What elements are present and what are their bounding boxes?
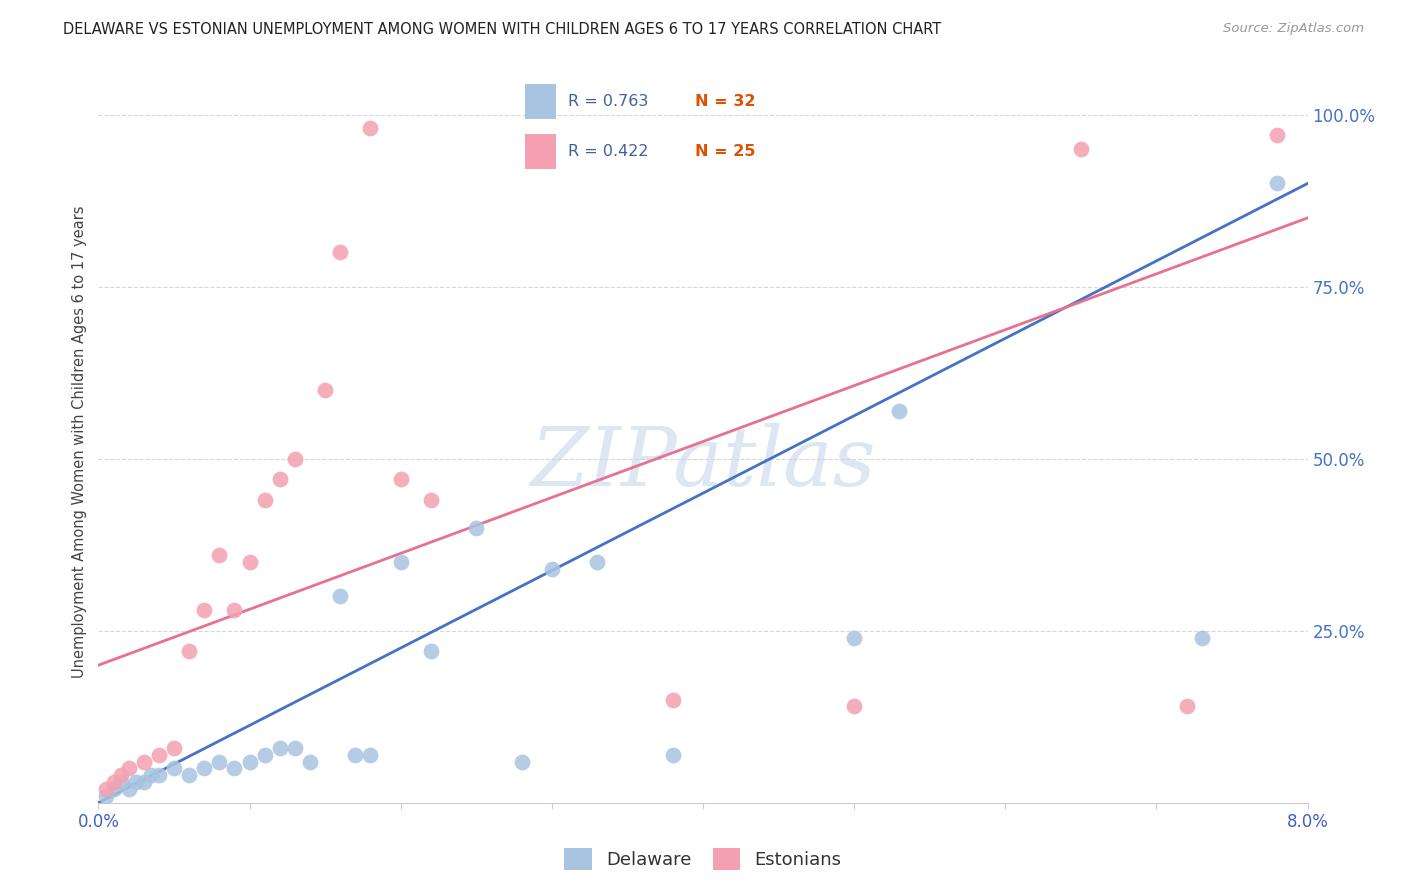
Point <box>540 562 562 576</box>
Point <box>179 768 201 782</box>
Point <box>163 761 186 775</box>
Point <box>193 761 215 775</box>
Point <box>269 472 291 486</box>
Point <box>465 520 488 534</box>
Point <box>118 782 141 797</box>
Point <box>420 644 443 658</box>
Legend: Delaware, Estonians: Delaware, Estonians <box>557 840 849 877</box>
Point <box>193 603 215 617</box>
Point <box>132 775 155 789</box>
Point <box>1175 699 1198 714</box>
FancyBboxPatch shape <box>526 134 555 169</box>
Point <box>239 555 262 569</box>
Point <box>284 740 307 755</box>
Point <box>299 755 322 769</box>
Point <box>148 768 170 782</box>
Point <box>132 755 155 769</box>
Point <box>103 775 125 789</box>
Point <box>420 493 443 508</box>
Point <box>844 699 866 714</box>
FancyBboxPatch shape <box>526 84 555 120</box>
Point <box>253 493 276 508</box>
Point <box>661 747 683 762</box>
Text: R = 0.422: R = 0.422 <box>568 145 648 159</box>
Point <box>389 472 412 486</box>
Point <box>208 548 231 562</box>
Y-axis label: Unemployment Among Women with Children Ages 6 to 17 years: Unemployment Among Women with Children A… <box>72 205 87 678</box>
Point <box>110 768 132 782</box>
Point <box>844 631 866 645</box>
Point <box>239 755 262 769</box>
Point <box>110 775 132 789</box>
Point <box>148 747 170 762</box>
Point <box>253 747 276 762</box>
Point <box>360 121 382 136</box>
Point <box>1191 631 1213 645</box>
Point <box>1267 128 1289 143</box>
Point <box>329 245 352 260</box>
Text: N = 25: N = 25 <box>695 145 755 159</box>
Point <box>94 782 117 797</box>
Point <box>1070 142 1092 156</box>
Point <box>94 789 117 803</box>
Point <box>125 775 148 789</box>
Text: Source: ZipAtlas.com: Source: ZipAtlas.com <box>1223 22 1364 36</box>
Point <box>661 692 683 706</box>
Point <box>224 603 246 617</box>
Point <box>208 755 231 769</box>
Point <box>224 761 246 775</box>
Point <box>389 555 412 569</box>
Text: ZIPatlas: ZIPatlas <box>530 423 876 503</box>
Point <box>1267 177 1289 191</box>
Point <box>118 761 141 775</box>
Point <box>179 644 201 658</box>
Point <box>586 555 609 569</box>
Point <box>329 590 352 604</box>
Point <box>269 740 291 755</box>
Point <box>103 782 125 797</box>
Point <box>314 383 336 397</box>
Point <box>510 755 533 769</box>
Text: N = 32: N = 32 <box>695 94 755 109</box>
Point <box>163 740 186 755</box>
Point <box>889 403 911 417</box>
Point <box>141 768 163 782</box>
Point <box>284 451 307 466</box>
Text: R = 0.763: R = 0.763 <box>568 94 648 109</box>
Text: DELAWARE VS ESTONIAN UNEMPLOYMENT AMONG WOMEN WITH CHILDREN AGES 6 TO 17 YEARS C: DELAWARE VS ESTONIAN UNEMPLOYMENT AMONG … <box>63 22 942 37</box>
Point <box>360 747 382 762</box>
Point <box>344 747 367 762</box>
